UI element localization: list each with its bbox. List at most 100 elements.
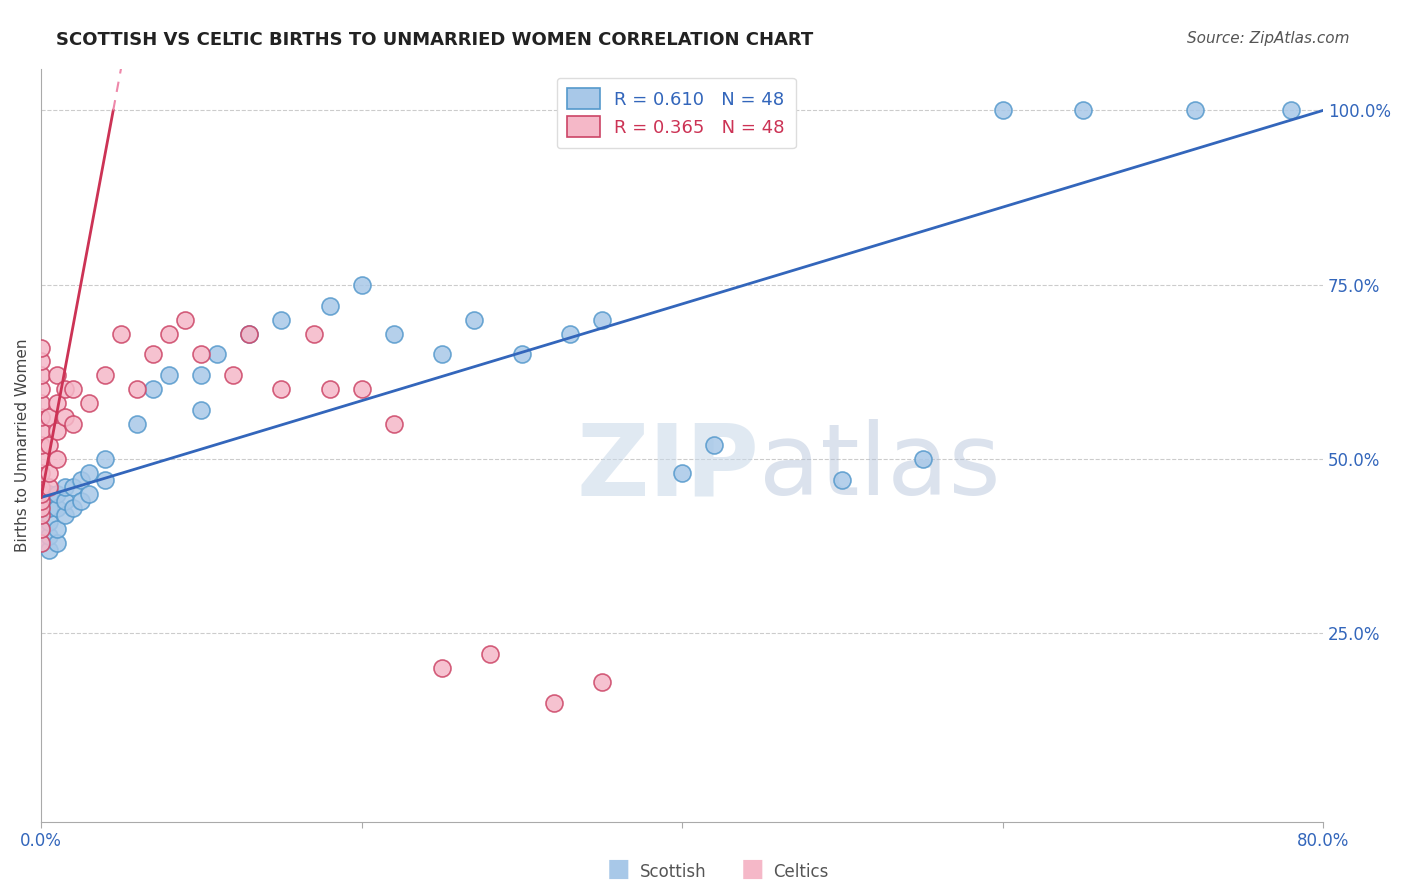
Point <box>38 410 60 425</box>
Point <box>350 383 373 397</box>
Point <box>38 542 60 557</box>
Point <box>38 466 60 480</box>
Point <box>142 383 165 397</box>
Point <box>558 326 581 341</box>
Point <box>62 480 84 494</box>
Point <box>53 494 76 508</box>
Point <box>30 341 52 355</box>
Point <box>671 466 693 480</box>
Point <box>30 500 52 515</box>
Point <box>510 347 533 361</box>
Point <box>62 383 84 397</box>
Point <box>77 487 100 501</box>
Text: atlas: atlas <box>759 419 1001 516</box>
Text: ZIP: ZIP <box>576 419 759 516</box>
Point <box>46 500 69 515</box>
Point <box>478 648 501 662</box>
Point <box>30 368 52 383</box>
Point <box>38 515 60 529</box>
Point <box>38 438 60 452</box>
Point <box>1279 103 1302 118</box>
Point <box>30 396 52 410</box>
Point <box>30 494 52 508</box>
Point <box>94 473 117 487</box>
Point <box>30 487 52 501</box>
Point <box>270 312 292 326</box>
Point <box>127 417 149 432</box>
Point <box>911 452 934 467</box>
Text: Celtics: Celtics <box>773 863 828 881</box>
Text: SCOTTISH VS CELTIC BIRTHS TO UNMARRIED WOMEN CORRELATION CHART: SCOTTISH VS CELTIC BIRTHS TO UNMARRIED W… <box>56 31 814 49</box>
Point <box>46 424 69 438</box>
Point <box>591 675 613 690</box>
Point <box>318 383 340 397</box>
Point <box>94 368 117 383</box>
Point <box>463 312 485 326</box>
Point <box>174 312 197 326</box>
Point <box>543 696 565 710</box>
Point <box>270 383 292 397</box>
Point <box>30 536 52 550</box>
Point <box>831 473 853 487</box>
Text: Scottish: Scottish <box>640 863 706 881</box>
Point <box>190 403 212 417</box>
Point <box>127 383 149 397</box>
Point <box>30 354 52 368</box>
Point <box>30 466 52 480</box>
Point <box>70 494 93 508</box>
Point <box>46 536 69 550</box>
Legend: R = 0.610   N = 48, R = 0.365   N = 48: R = 0.610 N = 48, R = 0.365 N = 48 <box>557 78 796 148</box>
Point <box>110 326 132 341</box>
Point <box>30 522 52 536</box>
Point <box>77 396 100 410</box>
Point <box>430 661 453 675</box>
Point <box>591 312 613 326</box>
Point <box>30 383 52 397</box>
Point <box>77 466 100 480</box>
Point <box>238 326 260 341</box>
Text: Source: ZipAtlas.com: Source: ZipAtlas.com <box>1187 31 1350 46</box>
Point <box>207 347 229 361</box>
Point <box>46 396 69 410</box>
Point <box>430 347 453 361</box>
Point <box>46 522 69 536</box>
Point <box>38 529 60 543</box>
Point <box>222 368 245 383</box>
Point <box>302 326 325 341</box>
Point <box>53 508 76 522</box>
Point <box>30 508 52 522</box>
Point <box>1184 103 1206 118</box>
Point <box>53 480 76 494</box>
Point <box>62 500 84 515</box>
Point <box>38 487 60 501</box>
Point <box>94 452 117 467</box>
Text: ■: ■ <box>741 857 763 881</box>
Point <box>38 500 60 515</box>
Point <box>157 326 180 341</box>
Point <box>30 410 52 425</box>
Point <box>991 103 1014 118</box>
Point <box>53 383 76 397</box>
Point <box>30 452 52 467</box>
Point <box>703 438 725 452</box>
Point <box>157 368 180 383</box>
Point <box>190 347 212 361</box>
Point <box>30 522 52 536</box>
Point <box>46 452 69 467</box>
Point <box>30 536 52 550</box>
Point <box>382 417 405 432</box>
Text: ■: ■ <box>607 857 630 881</box>
Y-axis label: Births to Unmarried Women: Births to Unmarried Women <box>15 338 30 552</box>
Point <box>318 299 340 313</box>
Point <box>53 410 76 425</box>
Point <box>46 487 69 501</box>
Point <box>350 277 373 292</box>
Point <box>38 480 60 494</box>
Point <box>62 417 84 432</box>
Point <box>382 326 405 341</box>
Point <box>70 473 93 487</box>
Point <box>30 508 52 522</box>
Point <box>30 480 52 494</box>
Point <box>46 368 69 383</box>
Point <box>190 368 212 383</box>
